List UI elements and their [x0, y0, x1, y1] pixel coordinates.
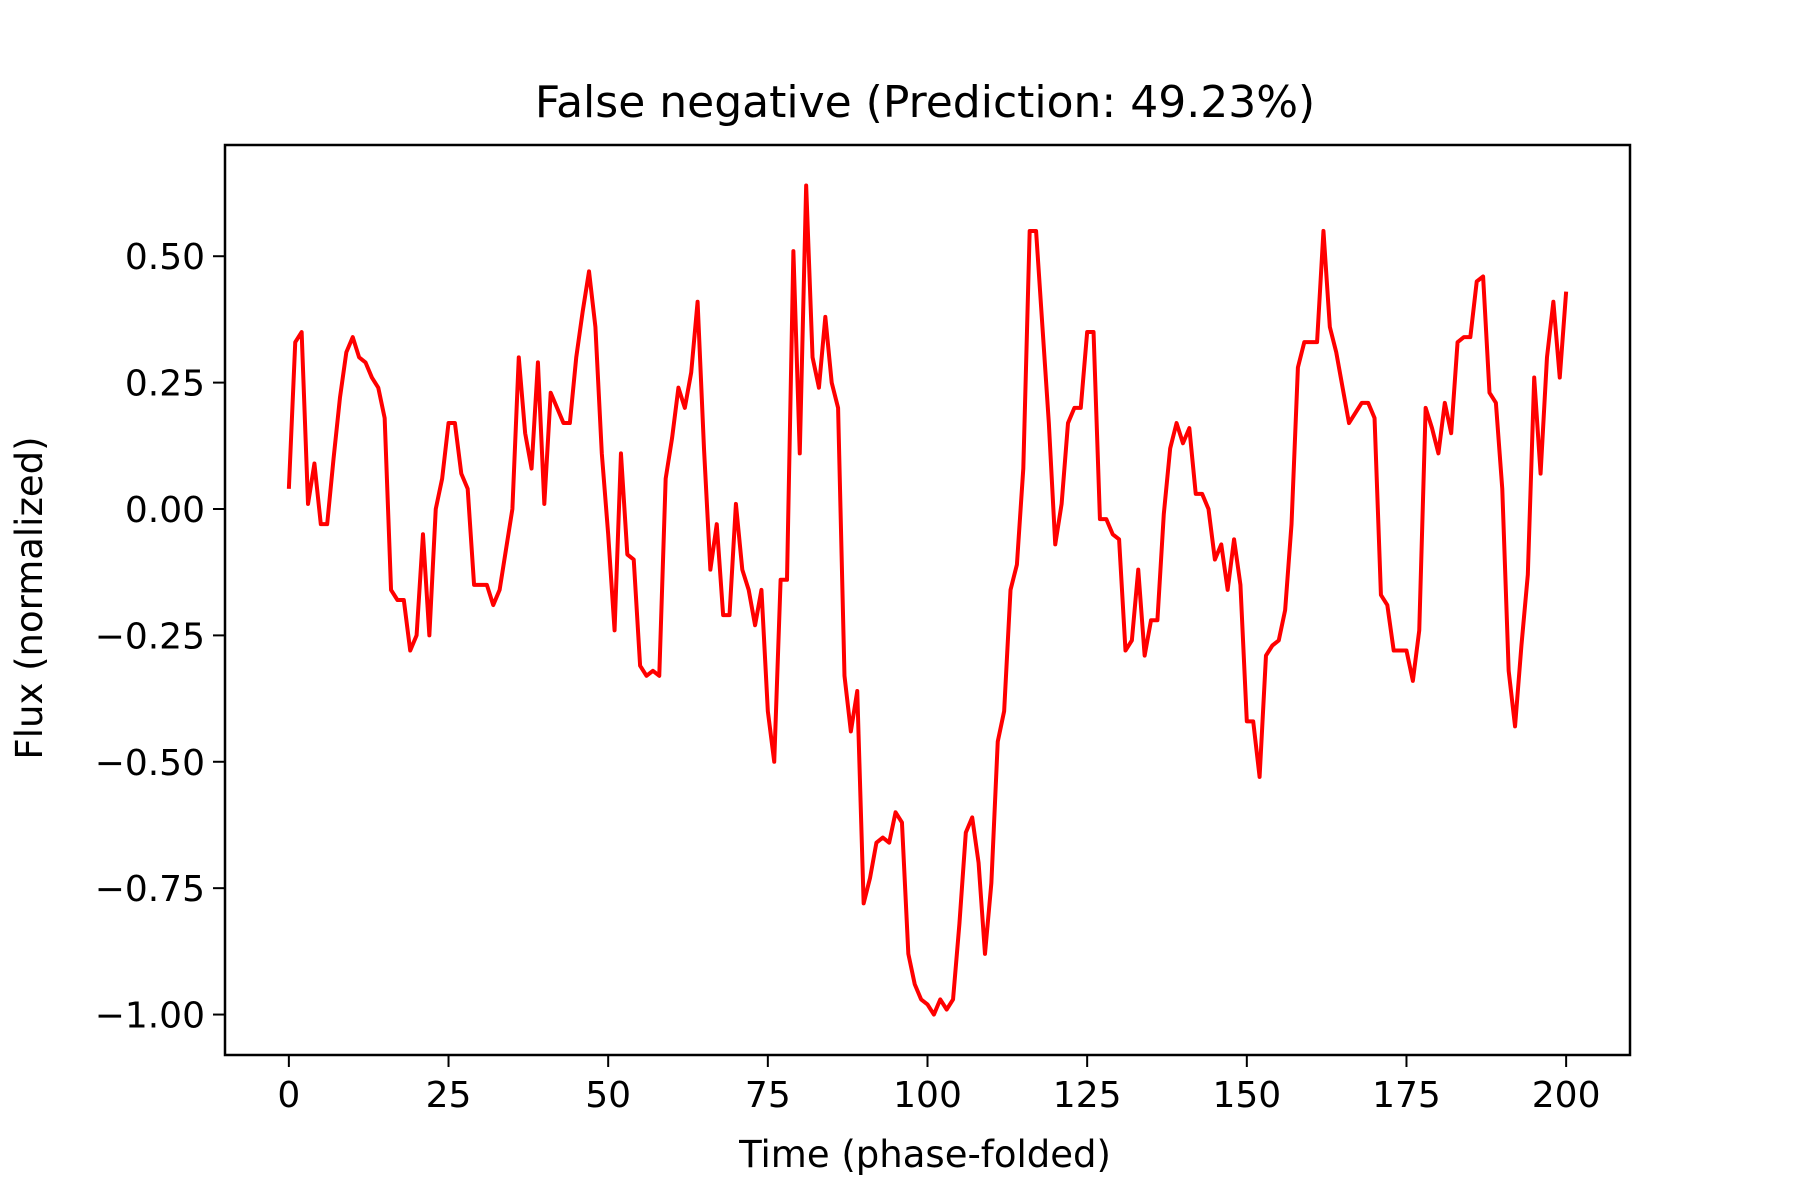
x-axis-title: Time (phase-folded) [738, 1133, 1111, 1176]
x-tick-label: 0 [277, 1075, 300, 1116]
x-tick-label: 175 [1372, 1075, 1441, 1116]
y-tick-label: −1.00 [95, 996, 205, 1037]
chart-title: False negative (Prediction: 49.23%) [535, 77, 1315, 128]
y-tick-label: 0.50 [125, 237, 205, 278]
y-tick-label: 0.25 [125, 364, 205, 405]
y-axis-title: Flux (normalized) [8, 436, 51, 759]
x-tick-label: 25 [426, 1075, 472, 1116]
x-tick-label: 50 [585, 1075, 631, 1116]
series-line-0 [286, 183, 1569, 1017]
x-tick-label: 200 [1532, 1075, 1601, 1116]
x-axis-ticks: 0 25 50 75 100 125 150 175 200 [277, 1055, 1600, 1116]
x-tick-label: 100 [893, 1075, 962, 1116]
y-tick-label: −0.25 [95, 616, 205, 657]
x-tick-label: 150 [1212, 1075, 1281, 1116]
x-tick-label: 75 [745, 1075, 791, 1116]
y-tick-label: −0.50 [95, 743, 205, 784]
y-tick-label: 0.00 [125, 490, 205, 531]
y-tick-label: −0.75 [95, 869, 205, 910]
y-axis-ticks: 0.50 0.25 0.00 −0.25 −0.50 −0.75 −1.00 [95, 237, 225, 1037]
x-tick-label: 125 [1053, 1075, 1122, 1116]
